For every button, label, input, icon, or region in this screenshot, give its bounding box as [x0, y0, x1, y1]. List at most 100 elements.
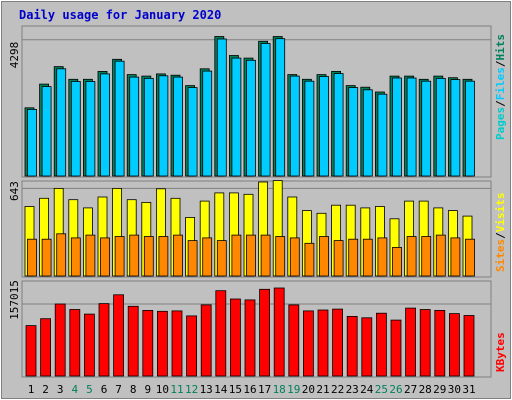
bar-files-day-9	[143, 78, 154, 177]
legend-pages-files-hits: Pages/Files/Hits	[494, 34, 507, 140]
x-label-day-29: 29	[433, 383, 446, 396]
legend-kbytes: KBytes	[494, 332, 507, 372]
bar-kbytes-day-23	[346, 315, 358, 377]
x-label-day-3: 3	[57, 383, 64, 396]
bar-files-day-21	[319, 76, 329, 177]
bar-kbytes-day-9	[142, 309, 154, 377]
bar-kbytes-day-2	[40, 318, 51, 377]
bar-files-day-14	[216, 38, 227, 177]
bar-files-day-20	[304, 80, 315, 177]
x-label-day-30: 30	[448, 383, 461, 396]
bar-kbytes-day-25	[375, 312, 387, 377]
x-label-day-6: 6	[101, 383, 108, 396]
bar-kbytes-day-27	[405, 307, 417, 377]
bar-sites-day-2	[41, 238, 52, 277]
legend-visits: Visits	[494, 193, 507, 233]
bar-sites-day-6	[100, 237, 110, 277]
bar-sites-day-19	[289, 237, 300, 277]
bar-sites-day-30	[450, 237, 461, 277]
max-label-kbytes: 157015	[8, 280, 21, 320]
x-label-day-18: 18	[273, 383, 286, 396]
x-label-day-23: 23	[346, 383, 359, 396]
x-label-day-31: 31	[462, 383, 475, 396]
x-label-day-9: 9	[144, 383, 151, 396]
bar-kbytes-day-28	[419, 309, 431, 377]
bar-sites-day-5	[85, 234, 96, 277]
x-axis-day-labels: 1 2 3 4 5 6 7 8 9 10 11 12 13 14 15 16 17 18 19 20 21 22 23 24 2…	[28, 383, 476, 396]
bar-sites-day-12	[187, 240, 198, 277]
bar-kbytes-day-21	[317, 309, 329, 377]
bar-sites-day-25	[377, 237, 388, 277]
x-label-day-25: 25	[375, 383, 388, 396]
chart-title: Daily usage for January 2020	[19, 8, 221, 22]
bar-files-day-10	[158, 75, 169, 177]
bar-files-day-4	[70, 81, 81, 177]
legend-hits: Hits	[494, 34, 507, 61]
max-label-visits: 643	[8, 181, 21, 201]
bar-kbytes-day-18	[273, 287, 285, 377]
bar-sites-day-8	[129, 234, 140, 277]
x-label-day-28: 28	[419, 383, 432, 396]
bar-sites-day-15	[231, 234, 242, 277]
bar-sites-day-21	[319, 236, 329, 277]
x-label-day-11: 11	[170, 383, 183, 396]
x-label-day-26: 26	[389, 383, 402, 396]
bar-files-day-11	[173, 76, 183, 177]
bar-kbytes-day-30	[448, 313, 460, 377]
bar-files-day-30	[450, 79, 461, 177]
x-label-day-4: 4	[71, 383, 78, 396]
bar-files-day-28	[421, 80, 432, 177]
bar-sites-day-10	[158, 236, 169, 277]
bar-sites-day-16	[246, 234, 256, 277]
bar-kbytes-day-22	[332, 308, 344, 377]
bar-kbytes-day-17	[259, 288, 271, 377]
x-label-day-10: 10	[156, 383, 169, 396]
legend-files: Files	[494, 67, 507, 100]
bar-sites-day-3	[56, 233, 67, 277]
x-label-day-13: 13	[200, 383, 213, 396]
bar-kbytes-day-11	[171, 310, 183, 377]
x-label-day-22: 22	[331, 383, 344, 396]
bar-files-day-16	[246, 59, 256, 177]
x-label-day-15: 15	[229, 383, 242, 396]
bar-files-day-15	[231, 57, 242, 177]
bar-kbytes-day-4	[69, 309, 81, 377]
bar-sites-day-9	[143, 236, 154, 277]
bar-sites-day-26	[392, 246, 402, 277]
x-label-day-2: 2	[42, 383, 49, 396]
bar-kbytes-day-19	[288, 304, 300, 377]
bar-files-day-24	[362, 89, 373, 177]
x-label-day-12: 12	[185, 383, 198, 396]
bar-sites-day-31	[465, 238, 475, 277]
bar-files-day-17	[260, 43, 271, 177]
bar-kbytes-day-6	[98, 303, 110, 377]
bar-kbytes-day-26	[390, 319, 402, 377]
bar-sites-day-13	[202, 237, 213, 277]
x-label-day-17: 17	[258, 383, 271, 396]
x-label-day-24: 24	[360, 383, 374, 396]
bar-files-day-27	[406, 77, 417, 177]
legend-sites: Sites	[494, 239, 507, 272]
bar-files-day-18	[275, 38, 286, 177]
bar-kbytes-day-16	[244, 299, 256, 377]
bar-files-day-12	[187, 87, 198, 177]
bar-sites-day-29	[435, 234, 446, 277]
bar-kbytes-day-8	[127, 305, 139, 377]
bar-kbytes-day-3	[54, 303, 66, 377]
x-label-day-27: 27	[404, 383, 417, 396]
x-label-day-14: 14	[214, 383, 228, 396]
bar-files-day-2	[41, 86, 52, 177]
bar-files-day-6	[100, 73, 110, 177]
bar-sites-day-11	[173, 234, 183, 277]
bar-sites-day-28	[421, 236, 432, 277]
bar-kbytes-day-7	[113, 294, 124, 377]
chart-panels	[22, 36, 491, 377]
x-label-day-1: 1	[28, 383, 35, 396]
bar-files-day-5	[85, 81, 96, 177]
bar-files-day-23	[348, 87, 359, 177]
bar-files-day-25	[377, 93, 388, 177]
bar-files-day-22	[333, 73, 344, 177]
bar-files-day-31	[465, 80, 475, 177]
